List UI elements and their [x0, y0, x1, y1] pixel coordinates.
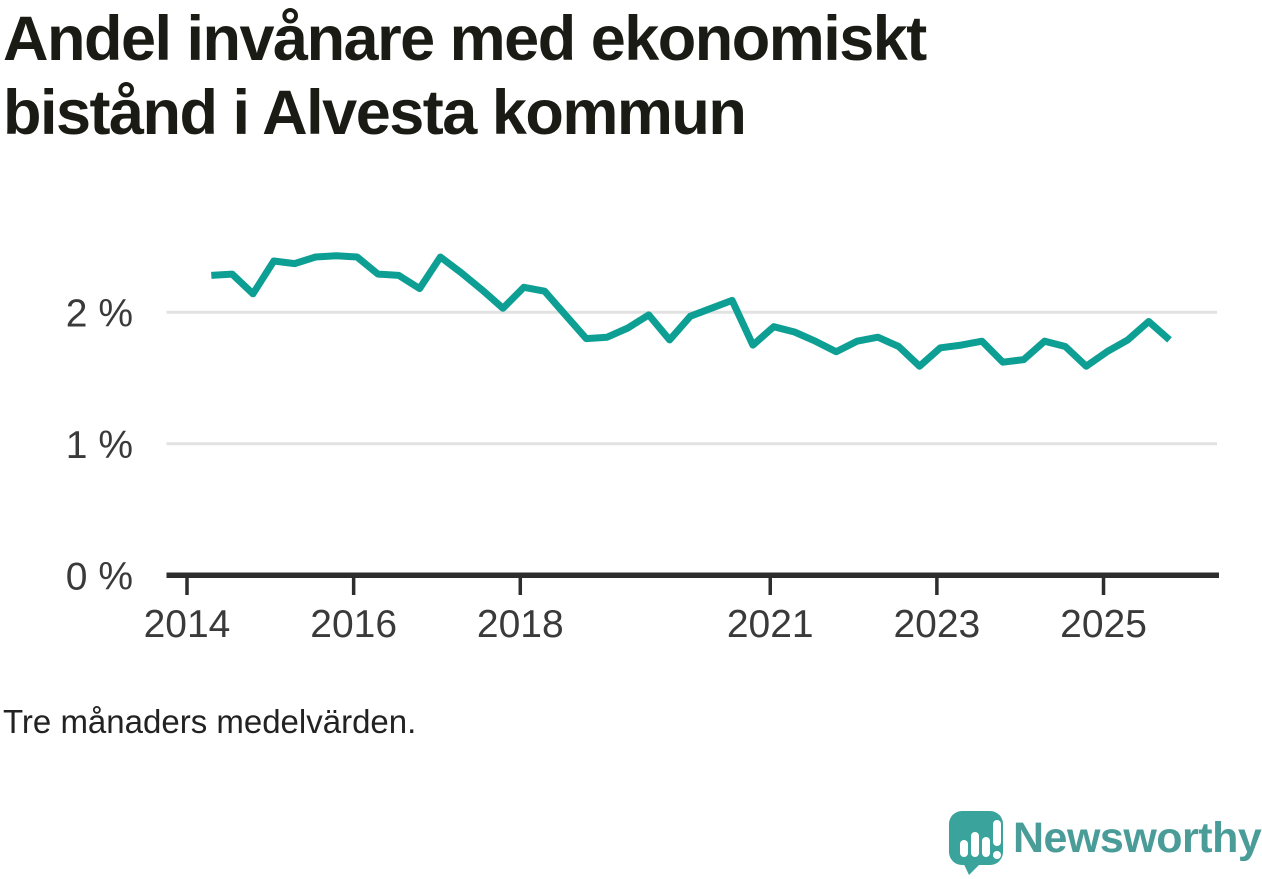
x-tick-label: 2014: [144, 603, 231, 646]
y-tick-label: 0 %: [66, 555, 133, 598]
chart-footnote: Tre månaders medelvärden.: [3, 703, 417, 740]
y-tick-label: 1 %: [66, 424, 133, 467]
data-line: [211, 252, 1172, 370]
newsworthy-logo: Newsworthy: [947, 809, 1262, 876]
logo-wordmark: Newsworthy: [1013, 814, 1262, 862]
bar-chart-speech-bubble-icon: [949, 811, 1003, 875]
x-tick-label: 2023: [893, 603, 980, 646]
y-tick-label: 2 %: [66, 292, 133, 335]
x-tick-label: 2016: [310, 603, 397, 646]
x-tick-label: 2025: [1060, 603, 1147, 646]
x-tick-label: 2021: [727, 603, 814, 646]
page-title: Andel invånare med ekonomiskt bistånd i …: [3, 4, 927, 148]
x-tick-label: 2018: [477, 603, 564, 646]
